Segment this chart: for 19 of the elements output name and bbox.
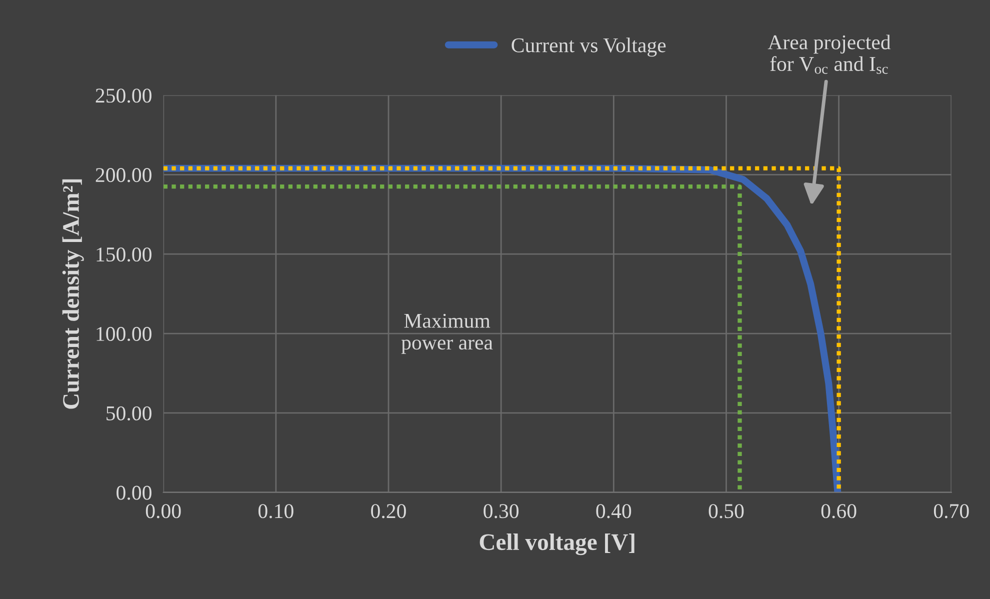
x-tick-label: 0.00 [146,504,181,518]
x-tick-label: 0.40 [596,504,632,518]
x-tick-label: 0.70 [934,504,969,518]
y-tick-label: 0.00 [116,486,152,500]
text: Area projected for V$_{oc}$ and I$_{sc}$ [768,34,891,74]
y-tick-label: 50.00 [106,406,152,420]
x-tick-label: 0.30 [484,504,519,518]
legend-label: Current vs Voltage [512,38,666,57]
x-tick-label: 0.10 [258,504,294,518]
y-tick-label: 100.00 [96,326,152,342]
x-axis-title: Cell voltage [V] [480,533,634,556]
y-axis-title: Current density [A/m²] [62,179,84,409]
y-tick-label: 200.00 [96,168,152,182]
x-tick-label: 0.50 [708,504,744,518]
y-tick-label: 250.00 [96,88,152,103]
x-tick-label: 0.60 [821,504,856,518]
annotation: Maximum power area [401,314,493,354]
y-tick-label: 150.00 [96,247,152,262]
x-tick-label: 0.20 [371,504,406,518]
